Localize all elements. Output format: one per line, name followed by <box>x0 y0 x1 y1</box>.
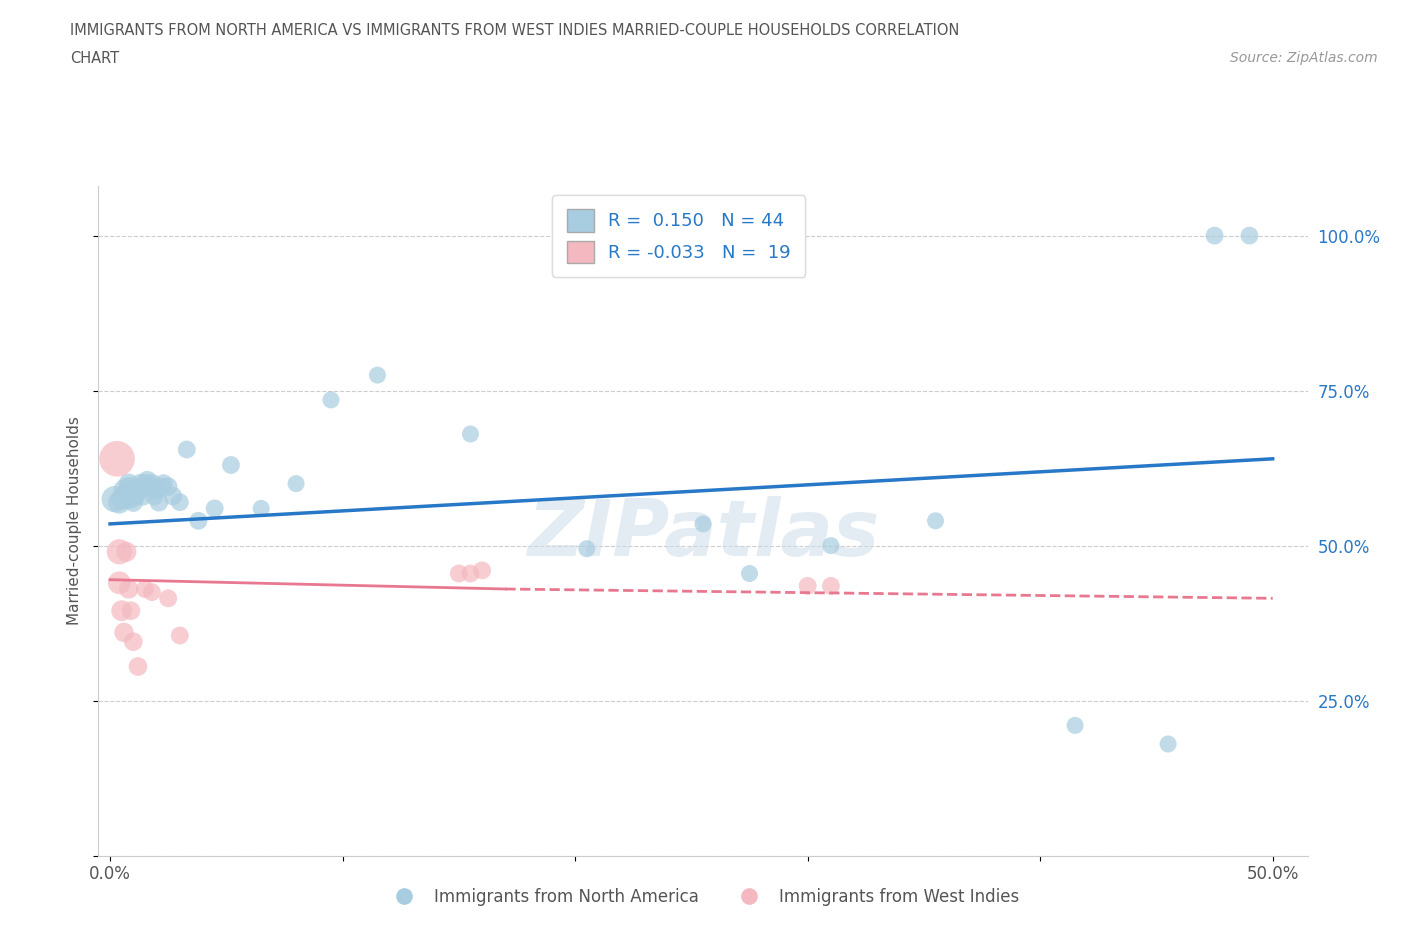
Point <box>134 581 156 596</box>
Point <box>187 513 209 528</box>
Point <box>112 483 135 498</box>
Point <box>738 566 761 581</box>
Point <box>143 488 166 503</box>
Point <box>108 544 131 559</box>
Point <box>366 367 388 382</box>
Point <box>129 476 152 491</box>
Point <box>148 495 170 510</box>
Point <box>108 576 131 591</box>
Point <box>460 427 482 442</box>
Point <box>169 495 191 510</box>
Text: CHART: CHART <box>70 51 120 66</box>
Point <box>122 483 145 498</box>
Point <box>219 458 242 472</box>
Text: IMMIGRANTS FROM NORTH AMERICA VS IMMIGRANTS FROM WEST INDIES MARRIED-COUPLE HOUS: IMMIGRANTS FROM NORTH AMERICA VS IMMIGRA… <box>70 23 960 38</box>
Point <box>134 476 156 491</box>
Point <box>131 488 153 503</box>
Point <box>111 492 134 507</box>
Point <box>157 591 180 605</box>
Point <box>204 501 226 516</box>
Point <box>138 479 160 494</box>
Point <box>120 492 142 507</box>
Point <box>692 516 714 531</box>
Point <box>1064 718 1087 733</box>
Point <box>104 492 127 507</box>
Point <box>118 476 141 491</box>
Point <box>152 476 174 491</box>
Point <box>111 604 134 618</box>
Point <box>1239 228 1261 243</box>
Point <box>1157 737 1180 751</box>
Point <box>145 483 167 498</box>
Point <box>162 488 184 503</box>
Point <box>115 485 138 500</box>
Point <box>460 566 482 581</box>
Point <box>285 476 308 491</box>
Point <box>118 581 141 596</box>
Point <box>575 541 598 556</box>
Point <box>122 495 145 510</box>
Point <box>447 566 470 581</box>
Text: ZIPatlas: ZIPatlas <box>527 497 879 572</box>
Point <box>124 488 146 503</box>
Point <box>924 513 946 528</box>
Point <box>157 479 180 494</box>
Point <box>127 483 149 498</box>
Point <box>108 495 131 510</box>
Point <box>112 625 135 640</box>
Point <box>141 585 163 600</box>
Point <box>1204 228 1226 243</box>
Legend: R =  0.150   N = 44, R = -0.033   N =  19: R = 0.150 N = 44, R = -0.033 N = 19 <box>553 195 806 277</box>
Point <box>820 578 842 593</box>
Y-axis label: Married-couple Households: Married-couple Households <box>67 417 83 625</box>
Point <box>120 604 142 618</box>
Point <box>105 451 128 466</box>
Point <box>122 634 145 649</box>
Point <box>169 628 191 643</box>
Point <box>118 479 141 494</box>
Point <box>141 476 163 491</box>
Point <box>471 563 494 578</box>
Point <box>150 479 173 494</box>
Point <box>127 659 149 674</box>
Point <box>250 501 273 516</box>
Point <box>115 544 138 559</box>
Point <box>176 442 198 457</box>
Legend: Immigrants from North America, Immigrants from West Indies: Immigrants from North America, Immigrant… <box>381 881 1025 912</box>
Point <box>796 578 818 593</box>
Text: Source: ZipAtlas.com: Source: ZipAtlas.com <box>1230 51 1378 65</box>
Point <box>136 473 159 488</box>
Point <box>319 392 342 407</box>
Point <box>820 538 842 553</box>
